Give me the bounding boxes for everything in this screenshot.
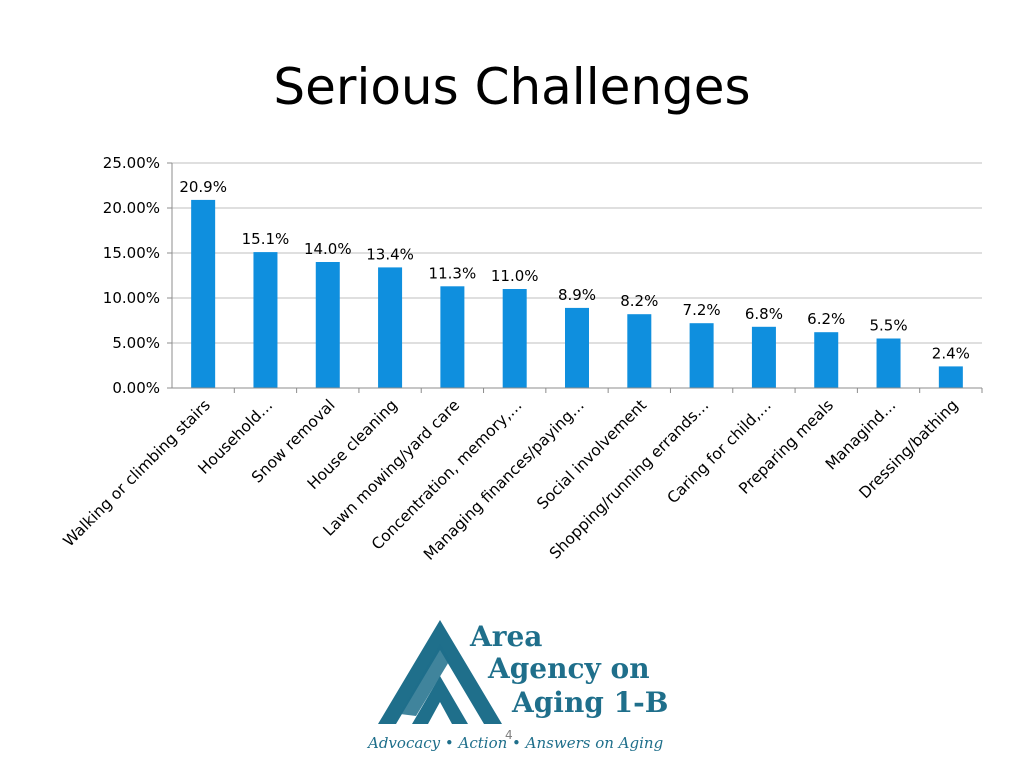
bar [440,286,465,388]
y-tick-label: 20.00% [103,199,160,217]
bar [876,338,901,388]
y-tick-label: 25.00% [103,154,160,172]
data-label: 20.9% [179,178,227,196]
logo-line-3: Aging 1-B [511,686,668,719]
data-label: 11.0% [491,267,539,285]
data-label: 8.9% [558,286,596,304]
bar [253,252,278,388]
bar [814,332,839,388]
x-tick-label: Caring for child,… [664,396,775,507]
logo-line-2: Agency on [487,652,650,685]
logo-line-1: Area [469,620,542,653]
data-label: 8.2% [620,292,658,310]
data-labels: 20.9% 15.1% 14.0% 13.4% 11.3% 11.0% 8.9% 8.2% 7.… [179,178,970,363]
data-label: 15.1% [242,230,290,248]
data-label: 13.4% [366,245,414,263]
y-tick-label: 10.00% [103,289,160,307]
data-label: 2.4% [932,344,970,362]
data-label: 7.2% [683,301,721,319]
x-axis-ticks: Walking or climbing stairsHousehold…Snow… [60,396,962,564]
bars [191,199,963,388]
bar [315,262,340,388]
bar [627,314,652,388]
bar [938,366,963,388]
y-axis-ticks: 0.00% 5.00% 10.00% 15.00% 20.00% 25.00% [103,154,160,397]
data-label: 14.0% [304,240,352,258]
y-tick-label: 5.00% [112,334,160,352]
bar [502,289,527,388]
area-agency-logo: Area Agency on Aging 1-B Advocacy • Acti… [366,620,668,752]
slide-title: Serious Challenges [273,58,751,116]
data-label: 11.3% [429,264,477,282]
logo-tagline: Advocacy • Action • Answers on Aging [366,734,663,752]
bar [378,267,403,388]
data-label: 5.5% [869,317,907,335]
bar [565,307,589,388]
bar [689,323,714,388]
data-label: 6.2% [807,310,845,328]
data-label: 6.8% [745,305,783,323]
bar [191,199,216,388]
y-tick-label: 15.00% [103,244,160,262]
bar [751,326,776,388]
triangle-emblem-icon [378,620,502,724]
page-number: 4 [505,728,513,742]
x-tick-label: Walking or climbing stairs [60,396,214,550]
y-tick-label: 0.00% [112,379,160,397]
x-tick-label: Social involvement [533,396,650,513]
